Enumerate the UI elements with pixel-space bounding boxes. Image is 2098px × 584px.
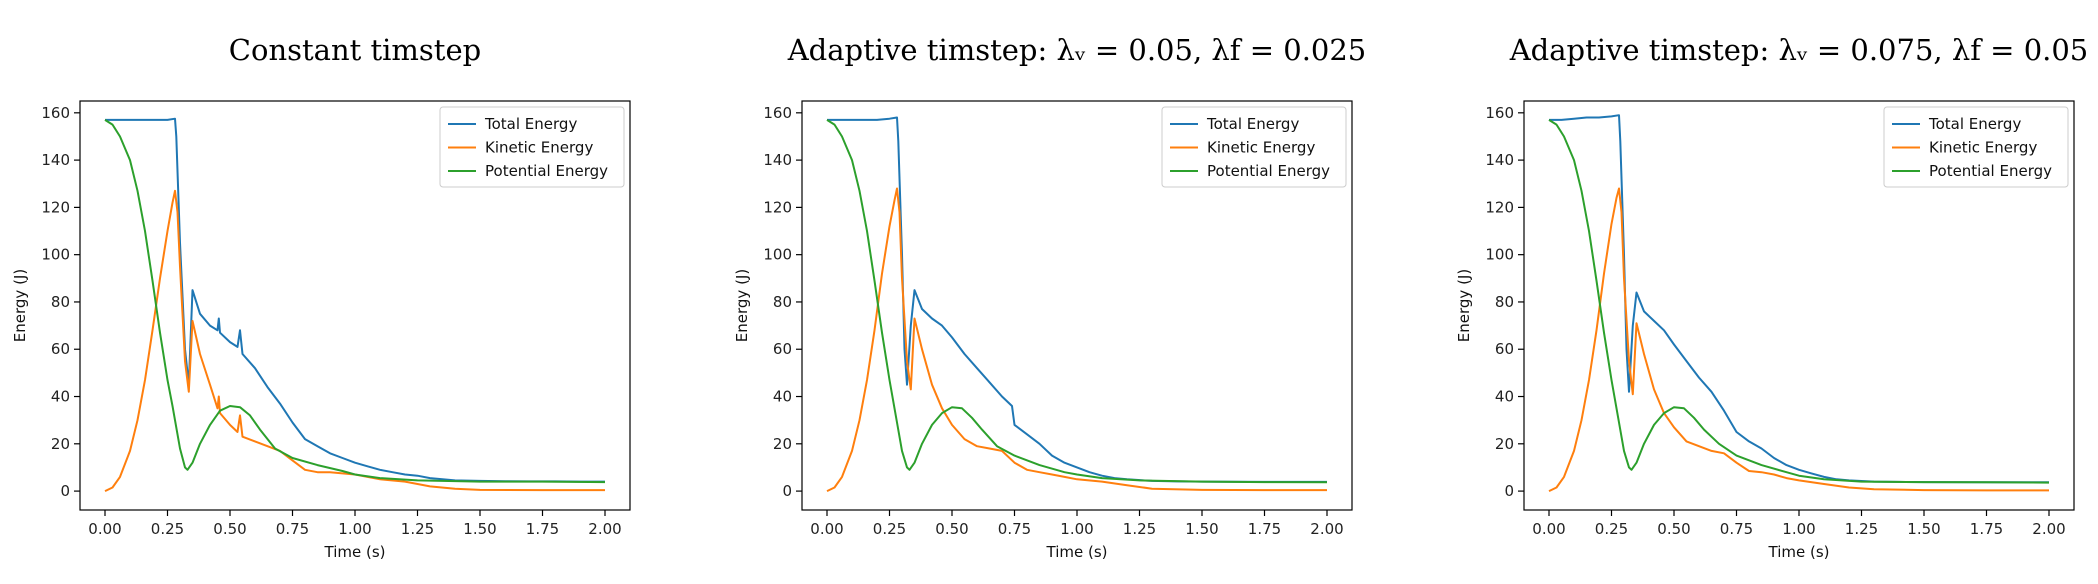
panel-1: Constant timstep 0.00 0.25 0.50 0.75 1.00 1.25… xyxy=(11,33,631,561)
y-tick-label: 100 xyxy=(1485,246,1514,264)
y-tick-label: 140 xyxy=(763,151,792,169)
y-tick-label: 20 xyxy=(1495,435,1514,453)
x-tick-label: 1.00 xyxy=(338,520,371,538)
x-tick-label: 1.50 xyxy=(1185,520,1218,538)
x-tick-label: 1.25 xyxy=(1123,520,1156,538)
y-tick-label: 160 xyxy=(1485,104,1514,122)
legend-entry: Total Energy xyxy=(1928,115,2021,133)
x-tick-label: 0.25 xyxy=(151,520,184,538)
legend: Total Energy Kinetic Energy Potential Ener… xyxy=(1161,106,1347,188)
series-line-kinetic-energy xyxy=(826,187,1327,493)
y-tick-label: 20 xyxy=(51,435,70,453)
y-tick-label: 160 xyxy=(763,104,792,122)
y-axis-label: Energy (J) xyxy=(1455,269,1473,342)
chart-title: Adaptive timstep: λᵥ = 0.05, λf = 0.025 xyxy=(787,33,1367,67)
panel-2: Adaptive timstep: λᵥ = 0.05, λf = 0.025 0… xyxy=(733,33,1366,561)
x-tick-label: 2.00 xyxy=(1310,520,1343,538)
legend: Total Energy Kinetic Energy Potential Ener… xyxy=(439,106,625,188)
y-tick-label: 80 xyxy=(773,293,792,311)
x-axis-label: Time (s) xyxy=(324,543,386,561)
x-tick-label: 1.75 xyxy=(1970,520,2003,538)
x-tick-label: 0.00 xyxy=(1532,520,1565,538)
x-tick-label: 0.75 xyxy=(998,520,1031,538)
y-tick-label: 80 xyxy=(1495,293,1514,311)
panel-3: Adaptive timstep: λᵥ = 0.075, λf = 0.05 0… xyxy=(1455,33,2088,561)
chart-title: Adaptive timstep: λᵥ = 0.075, λf = 0.05 xyxy=(1509,33,2089,67)
x-tick-label: 0.50 xyxy=(1657,520,1690,538)
y-tick-label: 120 xyxy=(763,198,792,216)
x-tick-label: 1.00 xyxy=(1782,520,1815,538)
chart-title: Constant timstep xyxy=(229,33,481,67)
y-tick-label: 0 xyxy=(60,482,70,500)
x-tick-label: 0.25 xyxy=(1595,520,1628,538)
legend-entry: Kinetic Energy xyxy=(485,139,593,157)
y-tick-label: 120 xyxy=(41,198,70,216)
y-tick-label: 0 xyxy=(782,482,792,500)
legend: Total Energy Kinetic Energy Potential Ener… xyxy=(1883,106,2069,188)
series-line-potential-energy xyxy=(1548,119,2050,484)
y-tick-label: 160 xyxy=(41,104,70,122)
legend-box xyxy=(1161,106,1347,188)
series-line-kinetic-energy xyxy=(1548,187,2049,493)
legend-entry: Total Energy xyxy=(1206,115,1299,133)
x-tick-label: 1.75 xyxy=(1248,520,1281,538)
x-tick-label: 0.50 xyxy=(935,520,968,538)
y-tick-label: 100 xyxy=(41,246,70,264)
x-tick-label: 1.75 xyxy=(526,520,559,538)
legend-box xyxy=(439,106,625,188)
legend-entry: Potential Energy xyxy=(1207,162,1330,180)
x-tick-label: 2.00 xyxy=(2032,520,2065,538)
x-tick-label: 0.00 xyxy=(88,520,121,538)
x-tick-label: 1.50 xyxy=(463,520,496,538)
y-tick-label: 40 xyxy=(773,388,792,406)
legend-box xyxy=(1883,106,2069,188)
y-axis-label: Energy (J) xyxy=(11,269,29,342)
y-tick-label: 20 xyxy=(773,435,792,453)
x-axis-label: Time (s) xyxy=(1046,543,1108,561)
y-tick-label: 140 xyxy=(1485,151,1514,169)
legend-entry: Kinetic Energy xyxy=(1929,139,2037,157)
y-tick-label: 120 xyxy=(1485,198,1514,216)
x-tick-label: 0.75 xyxy=(276,520,309,538)
series-line-total-energy xyxy=(105,117,605,483)
y-tick-label: 140 xyxy=(41,151,70,169)
series-line-potential-energy xyxy=(826,119,1328,484)
x-tick-label: 1.50 xyxy=(1907,520,1940,538)
x-tick-label: 1.00 xyxy=(1060,520,1093,538)
x-tick-label: 0.50 xyxy=(213,520,246,538)
series-line-potential-energy xyxy=(104,119,606,484)
legend-entry: Potential Energy xyxy=(1929,162,2052,180)
y-tick-label: 100 xyxy=(763,246,792,264)
x-tick-label: 0.00 xyxy=(810,520,843,538)
y-tick-label: 60 xyxy=(51,340,70,358)
x-tick-label: 2.00 xyxy=(588,520,621,538)
y-tick-label: 60 xyxy=(773,340,792,358)
legend-entry: Potential Energy xyxy=(485,162,608,180)
y-tick-label: 0 xyxy=(1504,482,1514,500)
x-axis-label: Time (s) xyxy=(1768,543,1830,561)
x-tick-label: 1.25 xyxy=(401,520,434,538)
y-axis-label: Energy (J) xyxy=(733,269,751,342)
x-tick-label: 0.25 xyxy=(873,520,906,538)
y-tick-label: 40 xyxy=(51,388,70,406)
legend-entry: Kinetic Energy xyxy=(1207,139,1315,157)
y-tick-label: 60 xyxy=(1495,340,1514,358)
legend-entry: Total Energy xyxy=(484,115,577,133)
x-tick-label: 1.25 xyxy=(1845,520,1878,538)
x-tick-label: 0.75 xyxy=(1720,520,1753,538)
y-tick-label: 40 xyxy=(1495,388,1514,406)
y-tick-label: 80 xyxy=(51,293,70,311)
